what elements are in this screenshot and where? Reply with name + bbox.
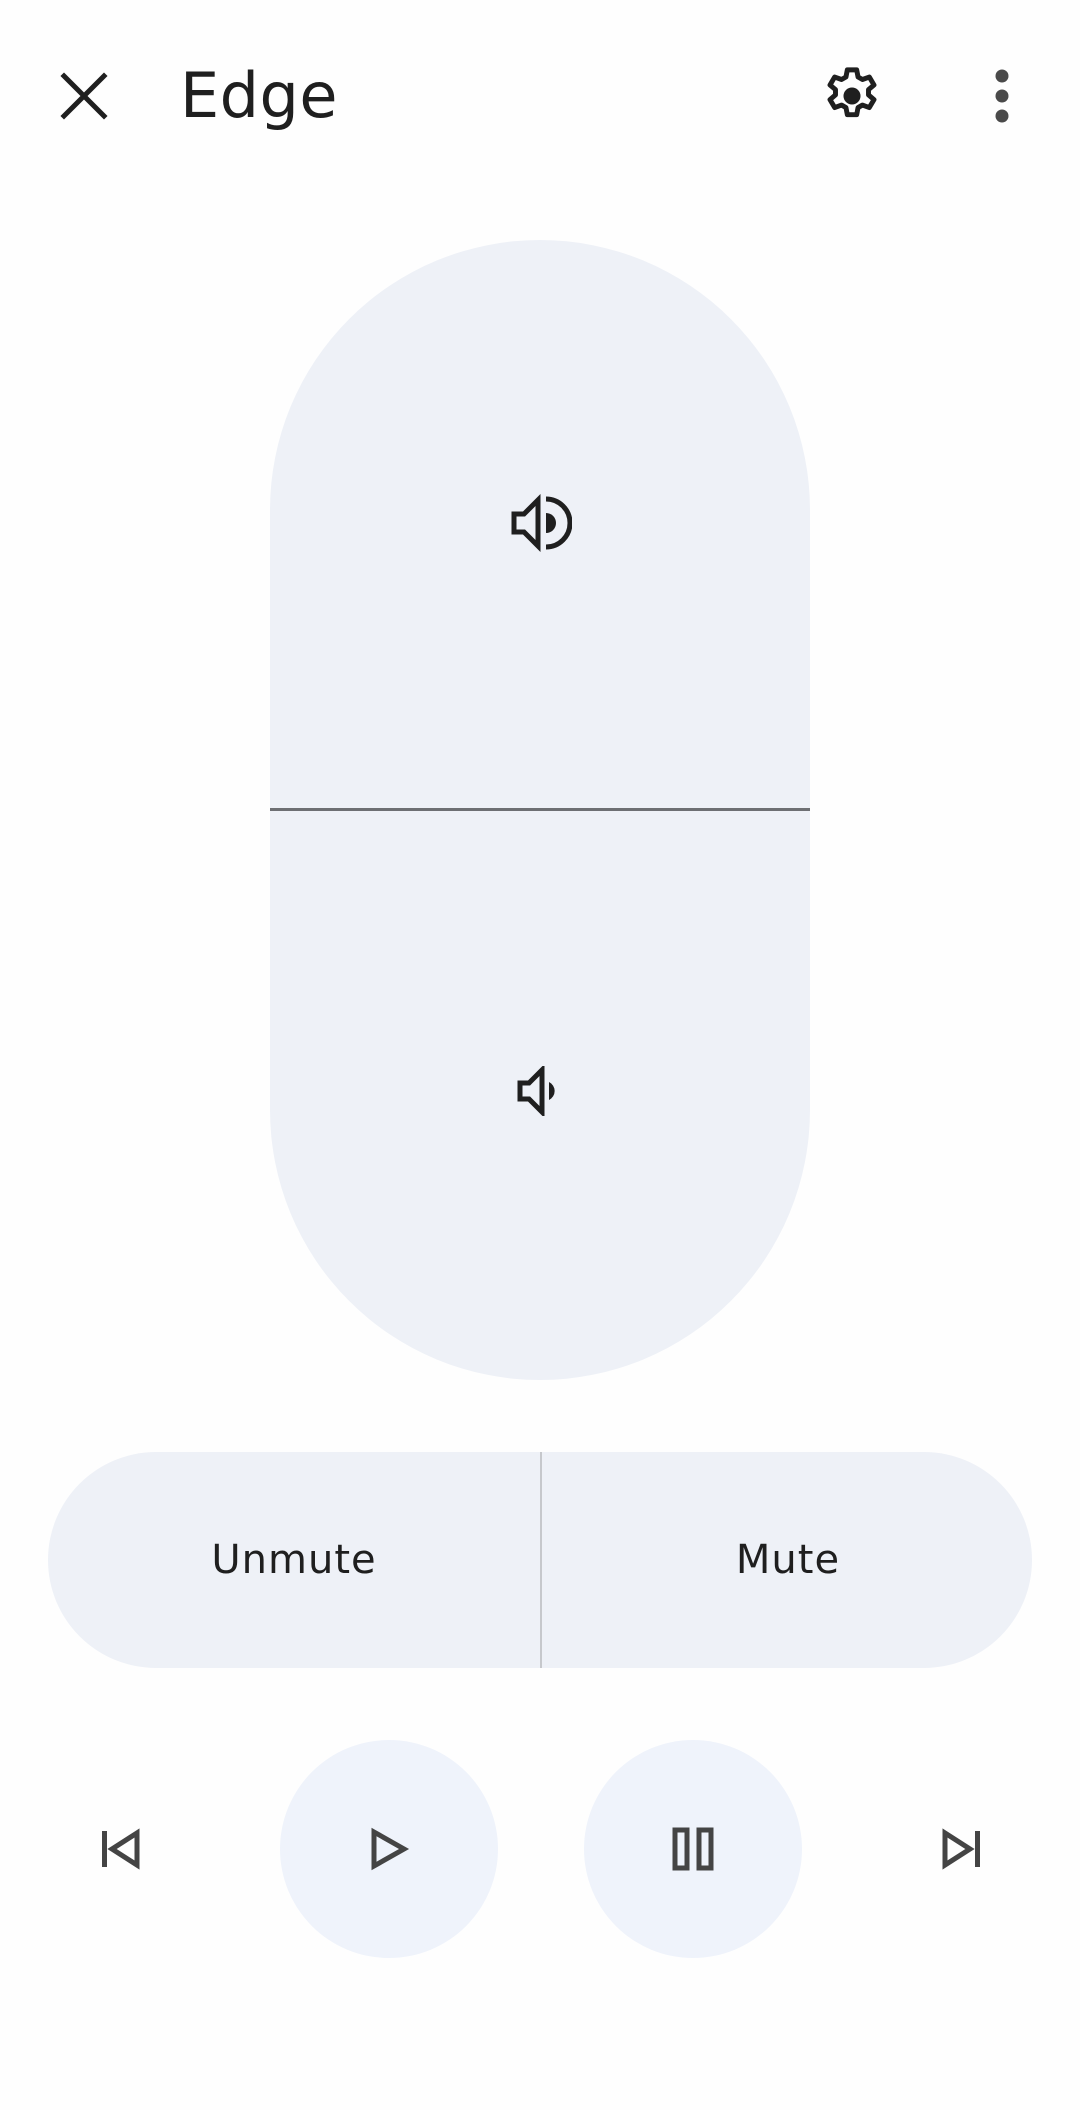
pause-button[interactable] [584,1740,802,1958]
volume-down-icon [517,1063,555,1119]
mute-button[interactable]: Mute [735,1537,841,1583]
mute-divider [540,1452,542,1668]
unmute-button[interactable]: Unmute [211,1537,377,1583]
close-button[interactable] [38,50,130,142]
media-controls [0,1740,1080,1958]
settings-button[interactable] [806,50,898,142]
volume-control [270,240,810,1380]
previous-button[interactable] [12,1740,230,1958]
play-icon [371,1827,410,1871]
volume-up-icon [511,493,573,553]
page-title: Edge [180,59,339,132]
volume-up-button[interactable] [270,240,810,810]
play-button[interactable] [280,1740,498,1958]
gear-icon [827,67,877,118]
volume-divider [270,808,810,811]
volume-down-button[interactable] [270,810,810,1380]
more-vert-icon [995,69,1009,123]
mute-toggle-group: Unmute Mute [48,1452,1032,1668]
pause-icon [672,1827,714,1871]
more-options-button[interactable] [956,50,1048,142]
top-app-bar: Edge [0,0,1080,195]
close-icon [60,72,108,120]
skip-next-icon [942,1828,980,1870]
skip-previous-icon [102,1828,140,1870]
next-button[interactable] [852,1740,1070,1958]
